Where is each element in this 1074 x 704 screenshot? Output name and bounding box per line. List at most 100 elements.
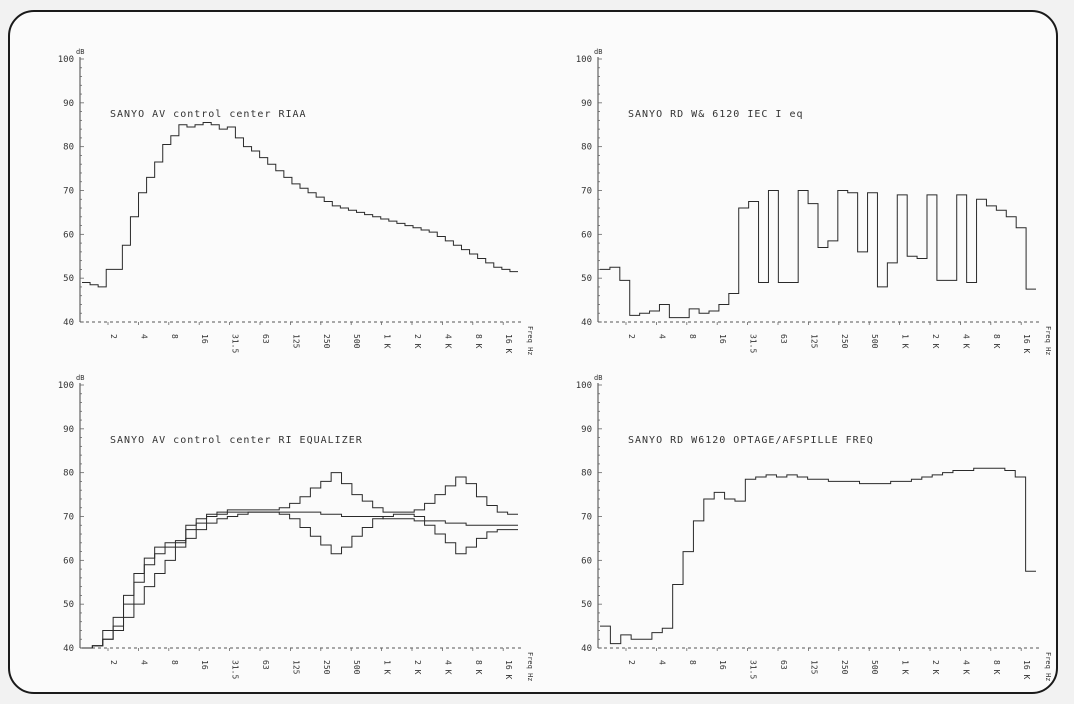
x-tick-label: 500 [352,660,361,675]
series-line-1 [82,122,518,288]
x-tick-label: 31.5 [231,660,240,679]
x-tick-label: 8 K [474,334,483,349]
x-tick-label: 16 [718,660,727,670]
y-tick-label: 40 [63,644,74,654]
x-tick-label: 2 [627,334,636,339]
x-tick-label: 4 K [961,660,970,675]
x-tick-label: 16 [200,660,209,670]
y-tick-label: 80 [581,143,592,153]
y-axis-unit: dB [76,374,84,382]
y-tick-label: 100 [58,381,74,391]
x-tick-label: 4 K [443,660,452,675]
x-tick-label: 63 [261,334,270,344]
x-tick-label: 2 K [413,660,422,675]
x-tick-label: 500 [352,334,361,349]
x-tick-label: 63 [779,660,788,670]
chart-ri-equalizer: 100 90 80 70 60 50 40 dB 2 4 8 16 31.5 63 125 250 500 1 K… [58,374,534,682]
y-tick-label: 40 [63,318,74,328]
x-tick-label: 16 [200,334,209,344]
y-axis-unit: dB [594,374,602,382]
x-tick-label: 250 [840,334,849,349]
x-tick-label: 31.5 [231,334,240,353]
y-tick-label: 90 [63,425,74,435]
y-tick-label: 100 [58,55,74,65]
x-tick-label: 2 [627,660,636,665]
series-line-1 [600,190,1036,319]
x-tick-label: 2 [109,334,118,339]
x-tick-label: 1 K [383,660,392,675]
x-tick-label: 16 K [1022,660,1031,679]
y-tick-label: 70 [581,187,592,197]
y-tick-label: 70 [63,187,74,197]
x-tick-label: 4 [657,660,666,665]
x-tick-label: 125 [291,660,300,675]
x-tick-label: 125 [291,334,300,349]
y-tick-label: 50 [63,600,74,610]
y-axis-unit: dB [594,48,602,56]
chart-record-playback-freq: 100 90 80 70 60 50 40 dB 2 4 8 16 31.5 63 125 250 500 1 K… [576,374,1052,682]
y-tick-label: 60 [581,556,592,566]
y-tick-label: 100 [576,381,592,391]
y-tick-label: 50 [63,274,74,284]
y-tick-label: 60 [63,556,74,566]
y-tick-label: 80 [63,143,74,153]
y-tick-label: 60 [63,230,74,240]
x-tick-label: 8 [688,660,697,665]
chart-title: SANYO AV control center RIAA [110,109,307,120]
x-tick-label: 1 K [901,660,910,675]
series-line-1 [600,467,1036,645]
document-frame: 100 90 80 70 60 50 40 dB 2 4 8 16 31.5 63 125 250 500 1 K… [8,10,1058,694]
x-tick-label: 500 [870,334,879,349]
y-tick-label: 70 [581,513,592,523]
y-tick-label: 60 [581,230,592,240]
x-tick-label: 16 [718,334,727,344]
x-tick-label: 125 [809,660,818,675]
x-tick-label: 4 [139,334,148,339]
x-tick-label: 125 [809,334,818,349]
x-tick-label: 63 [261,660,270,670]
x-tick-label: 250 [840,660,849,675]
y-tick-label: 40 [581,644,592,654]
x-tick-label: 8 K [992,660,1001,675]
x-tick-label: 4 K [443,334,452,349]
chart-title: SANYO AV control center RI EQUALIZER [110,435,363,446]
x-tick-label: 31.5 [749,334,758,353]
y-axis-unit: dB [76,48,84,56]
x-tick-label: 16 K [504,660,513,679]
x-tick-label: 8 [170,334,179,339]
y-tick-label: 40 [581,318,592,328]
x-axis-label: Freq Hz [1044,326,1052,356]
x-tick-label: 1 K [383,334,392,349]
x-tick-label: 16 K [504,334,513,353]
x-tick-label: 4 [139,660,148,665]
x-axis-label: Freq Hz [526,326,534,356]
x-tick-label: 2 K [931,660,940,675]
y-tick-label: 50 [581,600,592,610]
x-tick-label: 2 K [413,334,422,349]
y-tick-label: 80 [63,469,74,479]
y-tick-label: 100 [576,55,592,65]
x-tick-label: 8 K [474,660,483,675]
x-tick-label: 4 K [961,334,970,349]
x-tick-label: 500 [870,660,879,675]
chart-title: SANYO RD W& 6120 IEC I eq [628,109,804,120]
x-tick-label: 16 K [1022,334,1031,353]
x-axis-label: Freq Hz [526,652,534,682]
x-tick-label: 4 [657,334,666,339]
x-tick-label: 2 K [931,334,940,349]
x-tick-label: 250 [322,334,331,349]
y-tick-label: 70 [63,513,74,523]
y-tick-label: 90 [63,99,74,109]
series-line-1 [82,511,518,649]
x-tick-label: 8 [170,660,179,665]
chart-riaa: 100 90 80 70 60 50 40 dB 2 4 8 16 31.5 63 125 250 500 1 K… [58,48,534,356]
y-tick-label: 90 [581,425,592,435]
x-tick-label: 31.5 [749,660,758,679]
y-tick-label: 90 [581,99,592,109]
chart-iec-eq: 100 90 80 70 60 50 40 dB 2 4 8 16 31.5 63 125 250 500 1 K… [576,48,1052,356]
y-tick-label: 50 [581,274,592,284]
chart-title: SANYO RD W6120 OPTAGE/AFSPILLE FREQ [628,435,874,446]
x-tick-label: 8 K [992,334,1001,349]
series-line-2 [82,472,518,649]
